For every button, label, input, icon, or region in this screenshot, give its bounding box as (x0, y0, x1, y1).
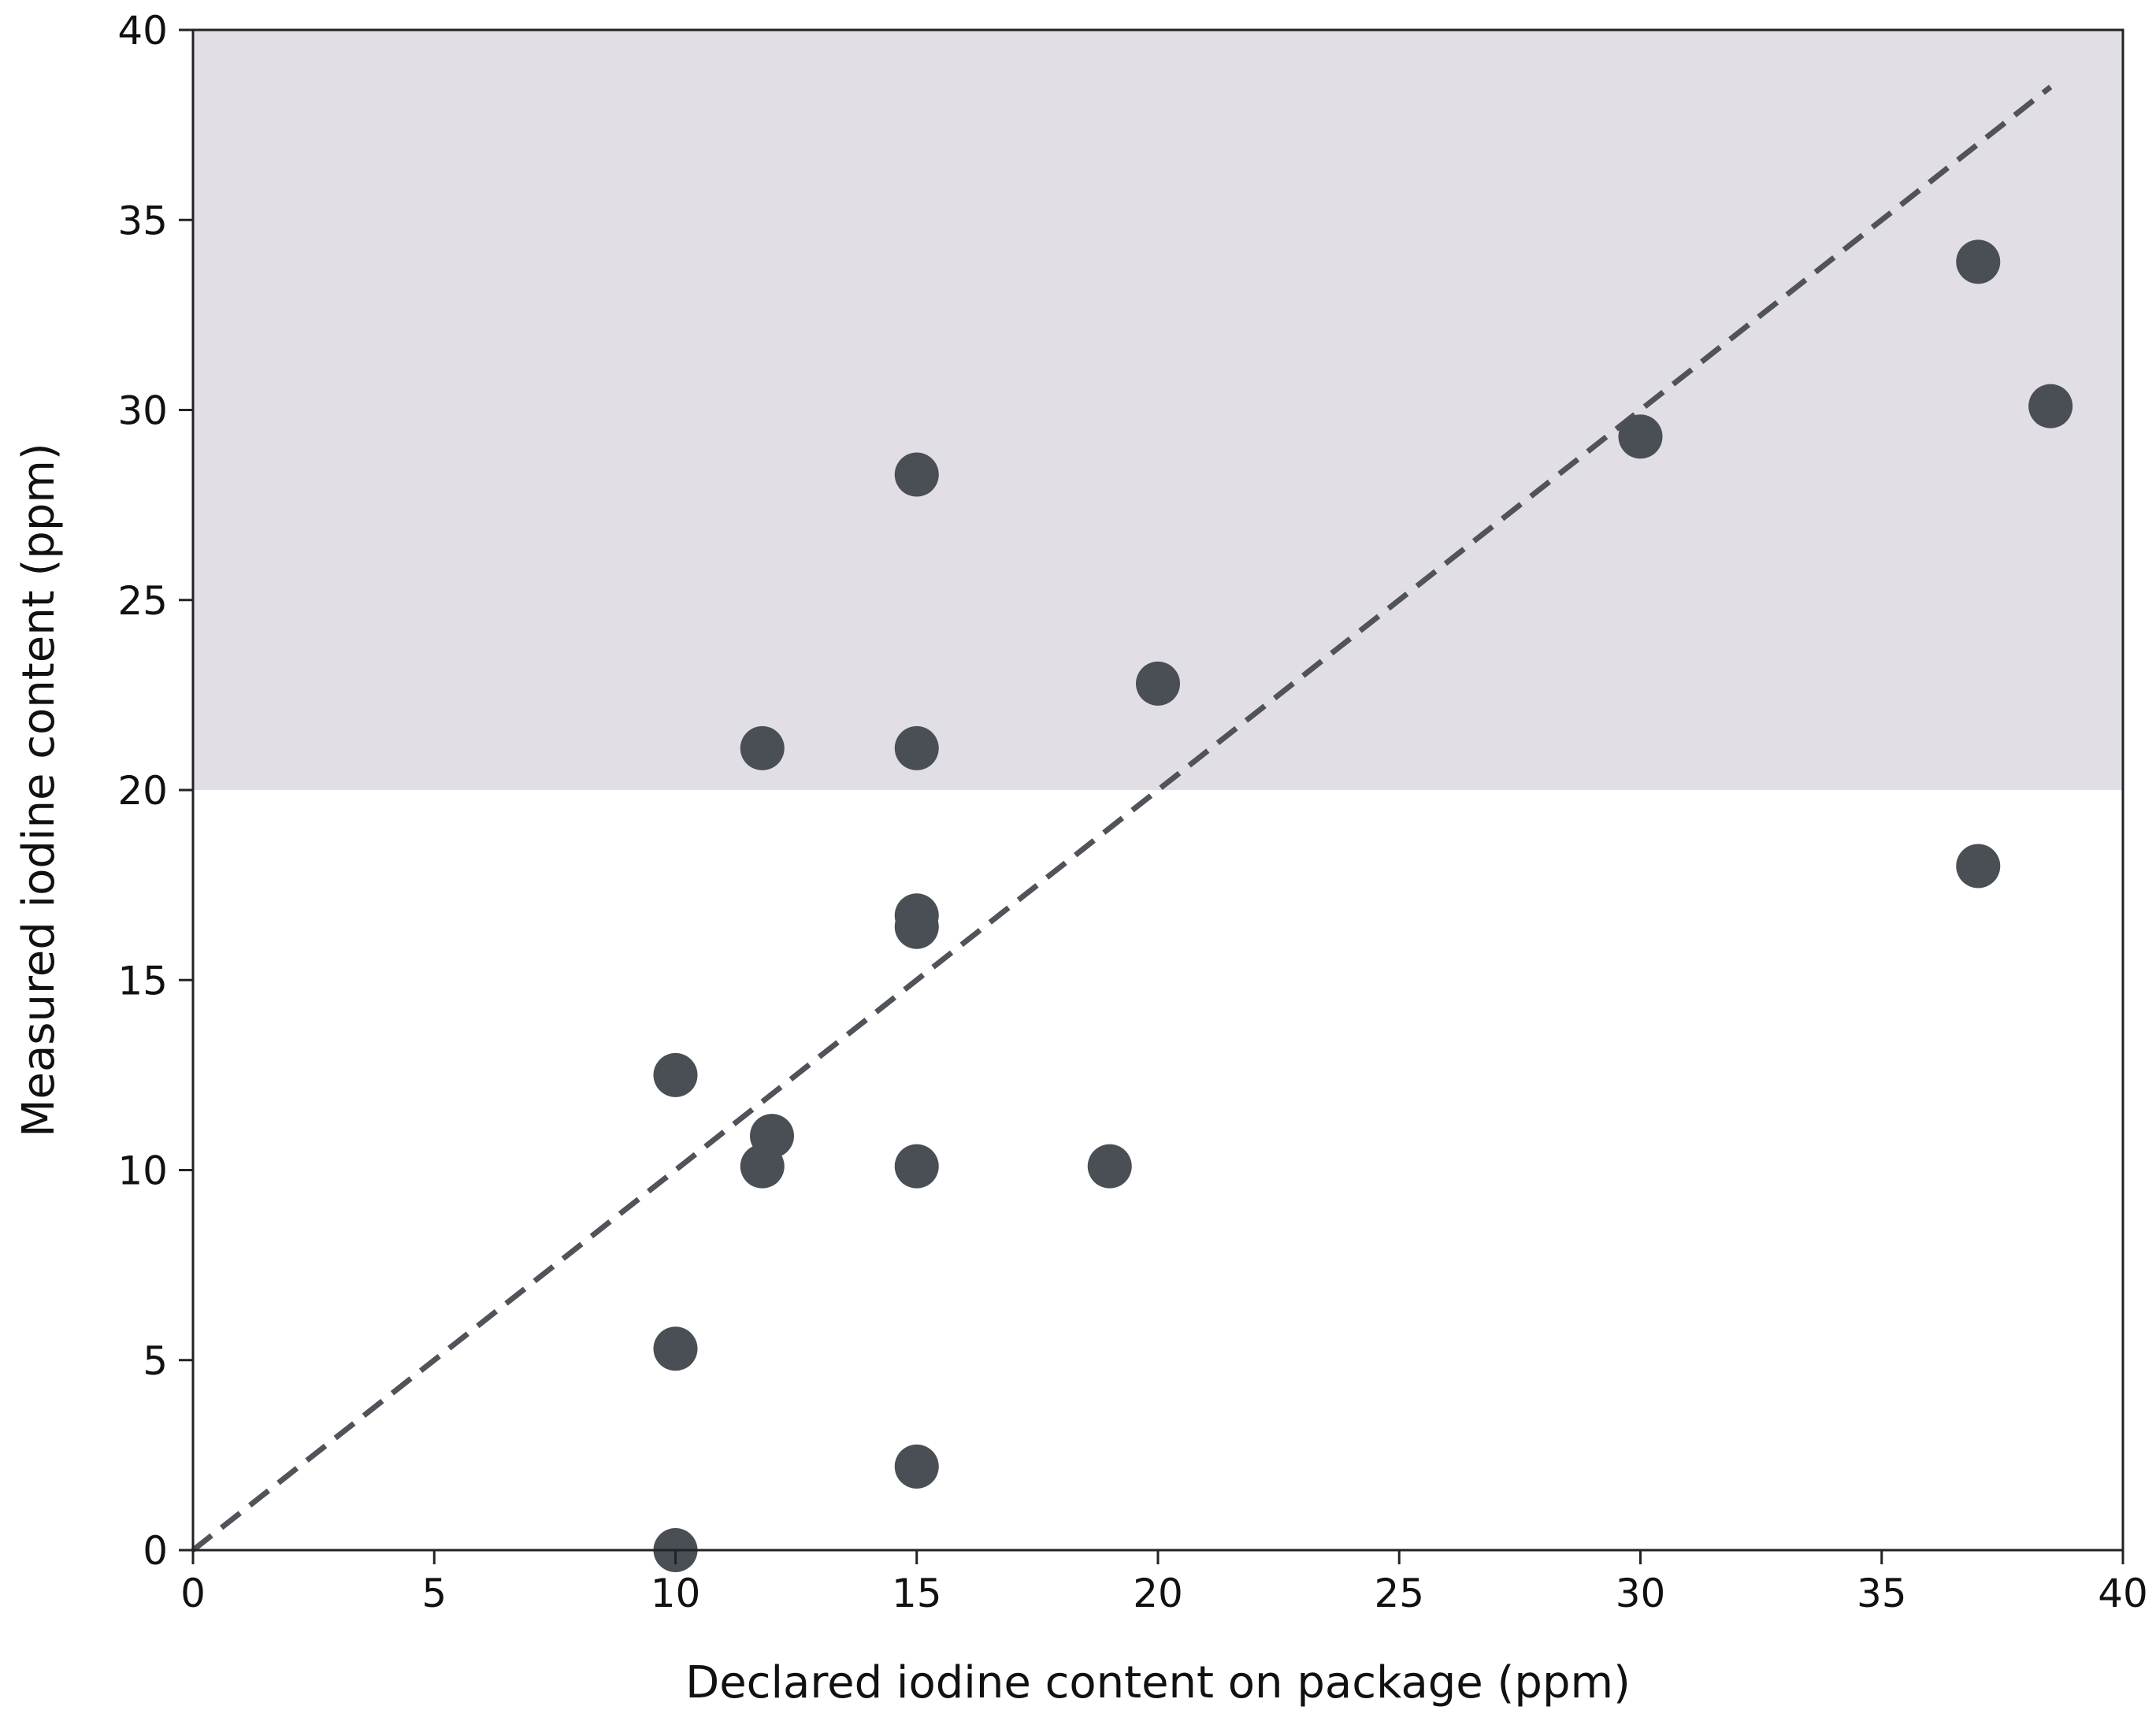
data-point (653, 1326, 698, 1371)
y-tick-label: 15 (117, 958, 168, 1003)
x-tick-label: 5 (421, 1571, 447, 1616)
data-point (740, 725, 785, 770)
x-tick-label: 0 (180, 1571, 206, 1616)
y-tick-label: 30 (117, 388, 168, 434)
data-point (894, 1444, 939, 1489)
data-point (1956, 844, 2001, 888)
data-points (653, 239, 2073, 1572)
x-axis-ticks: 0 5 10 15 20 25 30 35 40 (180, 1550, 2148, 1616)
data-point (1956, 239, 2001, 284)
x-tick-label: 10 (651, 1571, 701, 1616)
data-point (1618, 414, 1663, 459)
y-tick-label: 35 (117, 198, 168, 243)
reference-line (191, 84, 2053, 1552)
identity-line (191, 84, 2053, 1552)
y-axis-label: Measured iodine content (ppm) (13, 443, 65, 1137)
x-tick-label: 35 (1857, 1571, 1907, 1616)
data-point (1136, 661, 1180, 706)
x-tick-label: 15 (892, 1571, 942, 1616)
data-point (2028, 384, 2073, 428)
x-tick-label: 25 (1374, 1571, 1424, 1616)
x-tick-label: 20 (1133, 1571, 1183, 1616)
data-point (894, 893, 939, 938)
y-axis-ticks: 0 5 10 15 20 25 30 35 40 (117, 8, 193, 1574)
data-point (894, 452, 939, 497)
data-point (653, 1052, 698, 1097)
y-tick-label: 0 (143, 1528, 168, 1574)
y-tick-label: 5 (143, 1338, 168, 1384)
y-tick-label: 25 (117, 578, 168, 624)
data-point (1087, 1144, 1132, 1189)
y-tick-label: 10 (117, 1148, 168, 1194)
data-point (894, 1144, 939, 1189)
y-tick-label: 40 (117, 8, 168, 54)
x-tick-label: 30 (1616, 1571, 1666, 1616)
data-point (750, 1114, 794, 1159)
x-tick-label: 40 (2098, 1571, 2148, 1616)
data-point (894, 725, 939, 770)
x-axis-label: Declared iodine content on package (ppm) (685, 1657, 1631, 1708)
y-tick-label: 20 (117, 768, 168, 814)
